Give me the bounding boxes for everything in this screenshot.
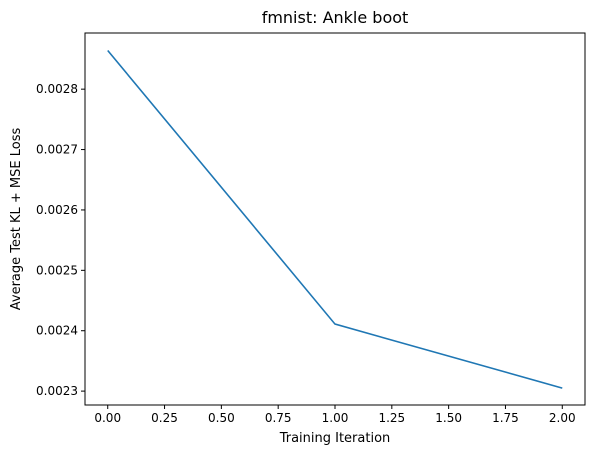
- y-tick-label: 0.0028: [36, 82, 78, 96]
- x-tick-label: 1.00: [322, 411, 349, 425]
- x-axis-ticks: 0.00 0.25 0.50 0.75 1.00 1.25 1.50 1.75 2.00: [94, 405, 576, 425]
- plot-area: [107, 49, 563, 389]
- y-tick-label: 0.0023: [36, 384, 78, 398]
- x-tick-label: 2.00: [549, 411, 576, 425]
- y-tick-label: 0.0025: [36, 263, 78, 277]
- y-axis-label: Average Test KL + MSE Loss: [9, 128, 24, 311]
- y-axis-ticks: 0.0023 0.0024 0.0025 0.0026 0.0027 0.0028: [36, 82, 85, 398]
- chart-title: fmnist: Ankle boot: [262, 8, 409, 27]
- x-tick-label: 1.25: [378, 411, 405, 425]
- x-tick-label: 0.00: [94, 411, 121, 425]
- x-tick-label: 1.75: [492, 411, 519, 425]
- y-tick-label: 0.0024: [36, 324, 78, 338]
- y-tick-label: 0.0026: [36, 203, 78, 217]
- series-line-0: [107, 49, 563, 389]
- x-tick-label: 1.50: [435, 411, 462, 425]
- x-tick-label: 0.50: [208, 411, 235, 425]
- x-axis-label: Training Iteration: [279, 431, 391, 446]
- x-tick-label: 0.25: [151, 411, 178, 425]
- y-tick-label: 0.0027: [36, 143, 78, 157]
- x-tick-label: 0.75: [265, 411, 292, 425]
